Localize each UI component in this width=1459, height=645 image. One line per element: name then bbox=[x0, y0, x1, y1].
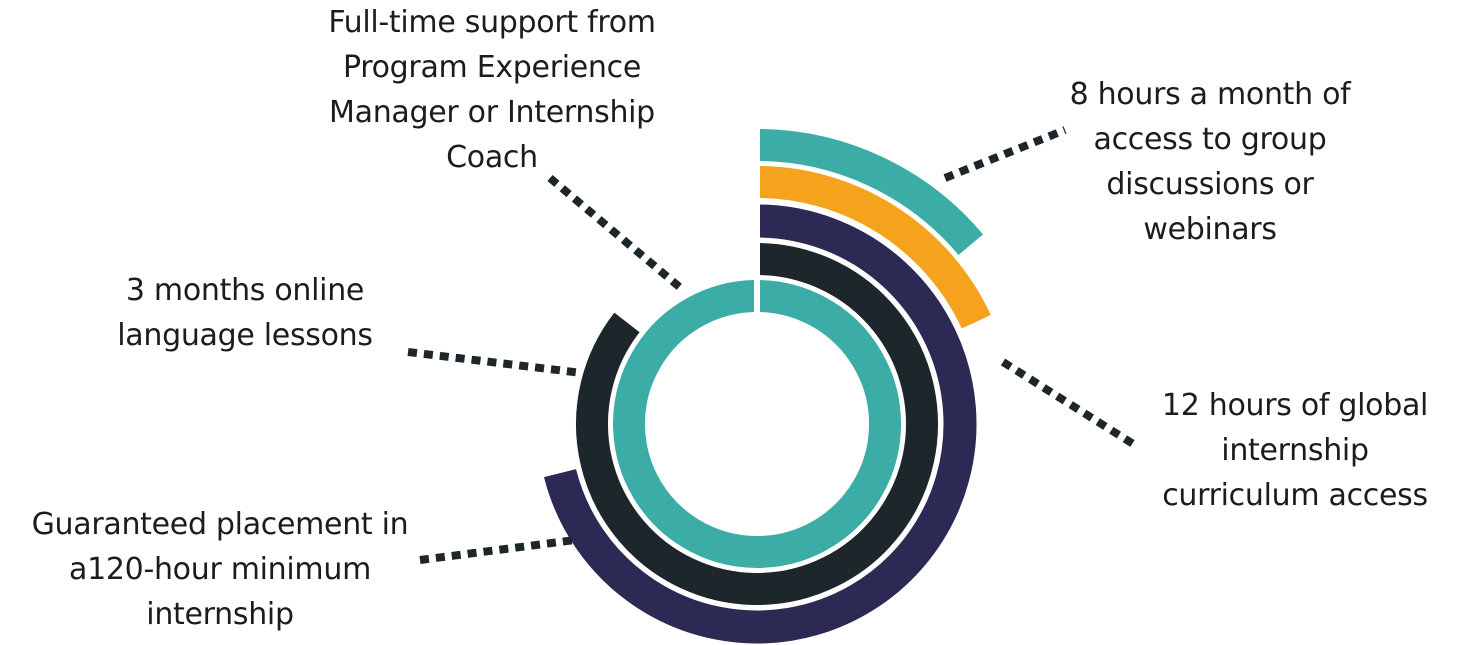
connector-right-top bbox=[943, 126, 1067, 182]
label-line: Program Experience bbox=[342, 50, 641, 85]
label-line: 12 hours of global bbox=[1161, 388, 1429, 423]
label-line: internship bbox=[146, 597, 294, 632]
label-group-discussions: 8 hours a month of access to group discu… bbox=[1030, 72, 1390, 252]
connector-left-bottom bbox=[419, 536, 576, 564]
ring-arcs bbox=[544, 124, 991, 644]
curriculum-access-ring bbox=[756, 166, 991, 329]
label-line: internship bbox=[1221, 433, 1369, 468]
label-line: webinars bbox=[1143, 212, 1277, 247]
label-line: 3 months online bbox=[125, 273, 365, 308]
label-line: discussions or bbox=[1106, 167, 1314, 202]
label-line: Guaranteed placement in bbox=[31, 507, 409, 542]
online-language-lessons-ring bbox=[613, 280, 901, 568]
label-guaranteed-placement: Guaranteed placement in a120-hour minimu… bbox=[0, 502, 440, 637]
connector-right-mid bbox=[1000, 358, 1141, 451]
label-line: Manager or Internship bbox=[329, 95, 655, 130]
label-line: Coach bbox=[446, 140, 538, 175]
connectors bbox=[407, 126, 1141, 564]
label-line: language lessons bbox=[117, 318, 373, 353]
connector-left-mid bbox=[407, 348, 583, 377]
label-line: a120-hour minimum bbox=[69, 552, 371, 587]
label-line: 8 hours a month of bbox=[1069, 77, 1351, 112]
group-discussions-ring bbox=[756, 129, 983, 256]
label-line: access to group bbox=[1093, 122, 1327, 157]
connector-top bbox=[547, 174, 686, 294]
label-full-time-support: Full-time support from Program Experienc… bbox=[292, 0, 692, 180]
guaranteed-placement-ring bbox=[544, 204, 977, 644]
label-line: Full-time support from bbox=[328, 5, 656, 40]
label-curriculum-access: 12 hours of global internship curriculum… bbox=[1130, 383, 1459, 518]
label-line: curriculum access bbox=[1162, 478, 1428, 513]
language-lessons-ring bbox=[576, 243, 938, 605]
label-language-lessons: 3 months online language lessons bbox=[80, 268, 410, 358]
